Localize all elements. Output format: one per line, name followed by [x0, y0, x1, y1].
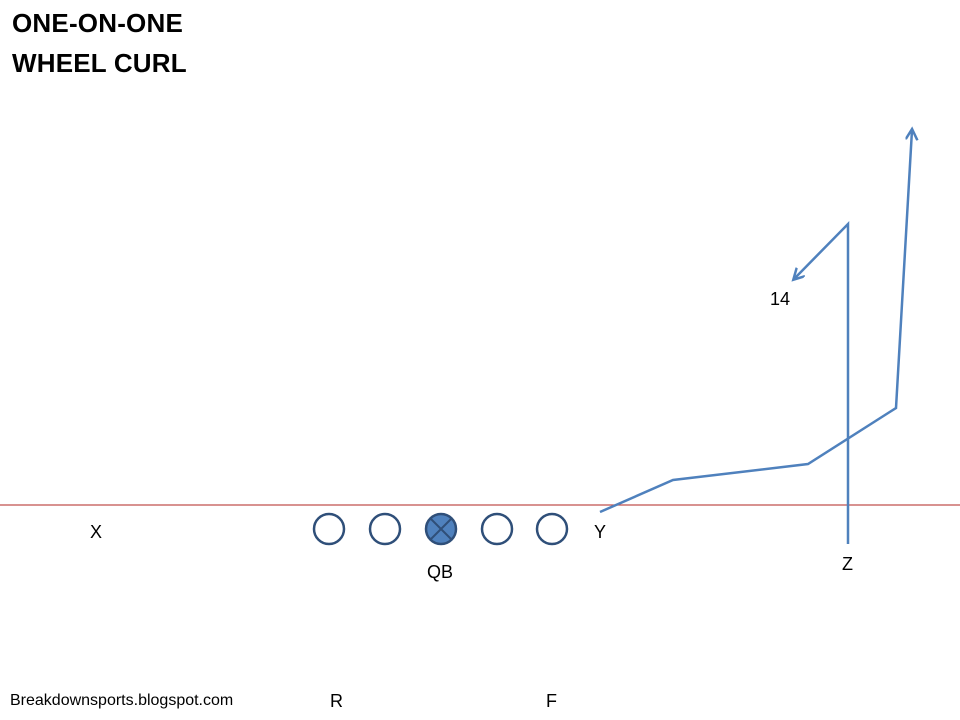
player-x-label: X — [90, 522, 103, 542]
y-wheel-route — [599, 130, 912, 514]
player-y-label: Y — [594, 522, 607, 542]
route-number-label: 14 — [770, 289, 791, 309]
left-tackle — [312, 512, 346, 546]
footer-source: Breakdownsports.blogspot.com — [10, 692, 234, 709]
right-tackle — [535, 512, 569, 546]
player-f-label: F — [546, 691, 557, 711]
left-guard — [368, 512, 402, 546]
center — [424, 512, 458, 546]
play-title-line2: WHEEL CURL — [12, 48, 187, 78]
player-z-label: Z — [842, 554, 853, 574]
play-title-line1: ONE-ON-ONE — [12, 8, 183, 38]
player-r-label: R — [330, 691, 343, 711]
quarterback-label: QB — [427, 562, 454, 582]
z-curl-route — [794, 220, 850, 544]
right-guard — [480, 512, 514, 546]
